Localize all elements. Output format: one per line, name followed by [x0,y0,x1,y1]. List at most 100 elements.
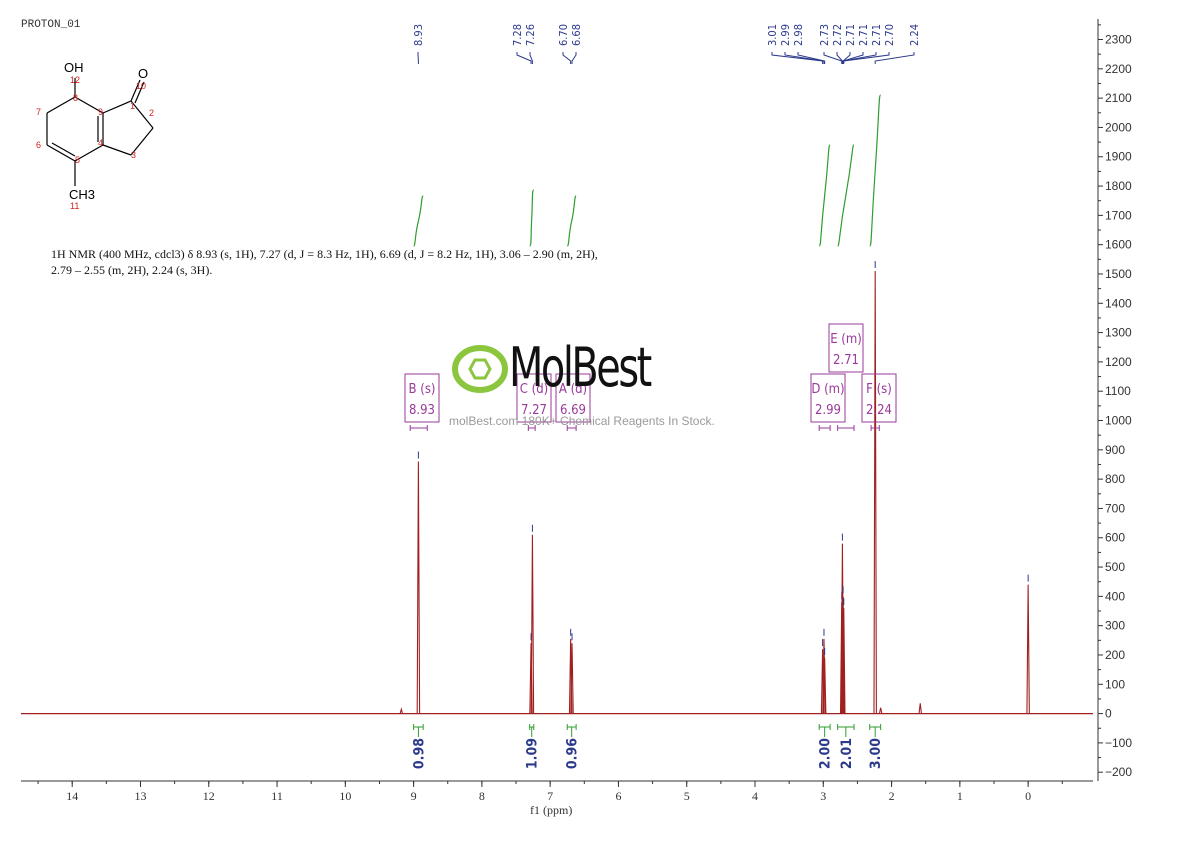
peak-label-leader [836,52,843,64]
multiplet-box [810,373,846,423]
y-tick-label: 100 [1105,677,1125,691]
spectrum-peak [841,596,845,714]
x-tick-label: 8 [479,789,485,803]
multiplet-letter: C (d) [520,382,548,397]
y-tick-label: 1600 [1105,238,1132,252]
y-tick-label: 2000 [1105,120,1132,134]
multiplet-range [409,425,428,431]
y-tick-label: 1800 [1105,179,1132,193]
multiplet-shift: 2.99 [815,403,841,418]
peak-label-leader [843,52,890,64]
multiplet-letter: F (s) [866,382,892,397]
atom-number: 6 [36,140,41,150]
peak-label-leader [516,52,532,64]
x-tick-label: 11 [271,789,283,803]
multiplet-letter: A (d) [559,382,587,397]
x-tick-label: 0 [1025,789,1031,803]
multiplet-box [828,323,864,373]
atom-number: 5 [75,155,80,165]
integral-curve [869,94,882,247]
x-tick-label: 7 [547,789,553,803]
peak-label-leader [529,52,533,64]
y-tick-label: 700 [1105,501,1125,515]
y-tick-label: 1400 [1105,296,1132,310]
multiplet-box [861,373,897,423]
atom-label-oh: OH [64,60,84,75]
peak-label: 3.01 [766,24,779,46]
integral-value: 0.96 [565,738,581,769]
peak-label-leader [823,52,843,64]
integral-curve [837,144,855,247]
atom-number: 8 [73,93,78,103]
y-tick-label: 800 [1105,472,1125,486]
peak-label: 2.70 [883,24,896,46]
multiplet-letter: E (m) [830,332,862,347]
atom-number: 11 [70,201,79,211]
atom-number: 9 [98,107,103,117]
integral-value: 0.98 [411,738,427,769]
spectrum-peak [878,707,883,714]
integral-curve [529,189,535,247]
peak-label: 8.93 [412,24,425,46]
y-tick-label: 300 [1105,619,1125,633]
spectrum-peak [570,643,574,714]
peak-label: 6.70 [557,24,570,46]
x-tick-label: 9 [411,789,417,803]
atom-number: 12 [70,75,80,85]
atom-number: 1 [130,101,135,111]
y-tick-label: 2100 [1105,91,1132,105]
atom-label-o: O [138,66,148,81]
peak-label: 2.71 [844,24,857,46]
integral-curve [413,195,424,247]
peak-label-leader [771,52,824,64]
y-tick-label: 1900 [1105,150,1132,164]
peak-label: 2.98 [792,24,805,46]
multiplet-range [837,425,855,431]
peak-label-leader [874,52,915,64]
x-tick-label: 5 [684,789,690,803]
y-tick-label: −200 [1105,765,1132,779]
integral-value: 1.09 [525,738,541,769]
x-tick-label: 3 [820,789,826,803]
peak-label-leader [797,52,826,64]
multiplet-box [516,373,552,423]
multiplet-box [404,373,440,423]
peak-label-leader [842,52,877,64]
nmr-description: 1H NMR (400 MHz, cdcl3) δ 8.93 (s, 1H), … [51,247,598,277]
y-tick-label: 2200 [1105,62,1132,76]
y-tick-label: 200 [1105,648,1125,662]
atom-number: 3 [131,150,136,160]
watermark-logo-text: MolBest [509,336,652,399]
x-tick-label: 13 [134,789,146,803]
multiplet-letter: D (m) [811,382,844,397]
spectrum-peak [530,534,535,714]
watermark-text: molBest.com 180K+ Chemical Reagents In S… [449,414,715,428]
x-tick-label: 2 [889,789,895,803]
x-tick-label: 1 [957,789,963,803]
y-tick-label: 600 [1105,531,1125,545]
peak-label: 2.71 [857,24,870,46]
x-tick-label: 14 [66,789,78,803]
spectrum-peak [416,461,421,714]
y-tick-label: −100 [1105,736,1132,750]
integral-value: 2.00 [818,738,834,769]
peak-label: 2.24 [908,24,921,46]
multiplet-shift: 2.71 [833,353,859,368]
x-axis-label: f1 (ppm) [530,803,573,817]
y-tick-label: 400 [1105,589,1125,603]
x-tick-label: 4 [752,789,758,803]
multiplet-range [818,425,831,431]
peak-label: 7.26 [524,24,537,46]
x-tick-label: 12 [203,789,215,803]
y-tick-label: 1000 [1105,414,1132,428]
y-tick-label: 500 [1105,560,1125,574]
multiplet-letter: B (s) [409,382,436,397]
integral-value: 3.00 [868,738,884,769]
y-tick-label: 900 [1105,443,1125,457]
spectrum-peak [1026,584,1030,714]
spectrum-peak [399,707,404,714]
peak-label: 2.73 [818,24,831,46]
y-tick-label: 1100 [1105,384,1131,398]
atom-number: 10 [136,81,146,91]
